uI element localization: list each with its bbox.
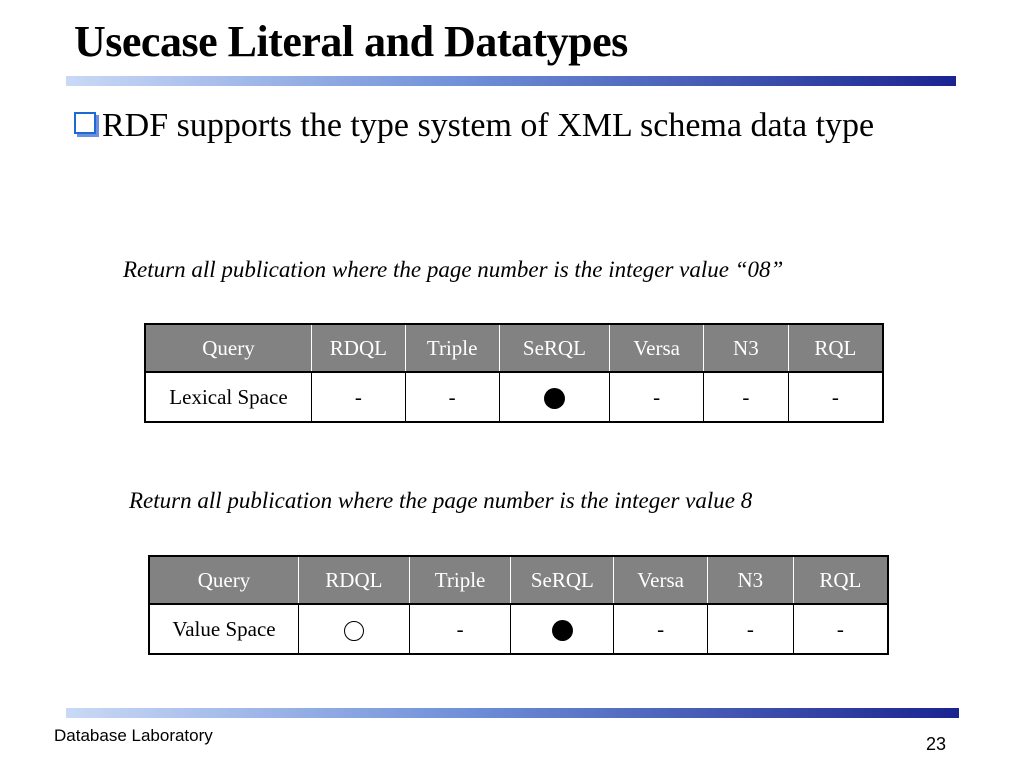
cell-versa: - [609, 371, 705, 423]
filled-circle-icon [543, 388, 565, 410]
header-rql: RQL [787, 323, 883, 373]
page-number: 23 [925, 734, 946, 754]
table-row: Lexical Space - - - - - [144, 371, 884, 423]
footer-bar [66, 708, 959, 718]
title-underline-bar [66, 76, 956, 86]
header-query: Query [145, 323, 312, 373]
slide-title: Usecase Literal and Datatypes [74, 17, 628, 66]
row-label: Lexical Space [144, 371, 312, 423]
cell-rql: - [787, 371, 884, 423]
table-row: Value Space - - - - [148, 603, 889, 655]
header-serql: SeRQL [510, 555, 615, 605]
cell-triple: - [404, 371, 500, 423]
filled-circle-icon [551, 620, 573, 642]
table-1-caption: Return all publication where the page nu… [123, 257, 784, 282]
cell-rql: - [792, 603, 889, 655]
cell-rdql [298, 603, 410, 655]
table-header-row: Query RDQL Triple SeRQL Versa N3 RQL [149, 555, 888, 605]
bullet-text: RDF supports the type system of XML sche… [102, 107, 875, 144]
header-serql: SeRQL [498, 323, 611, 373]
header-rql: RQL [792, 555, 888, 605]
header-versa: Versa [609, 323, 705, 373]
cell-rdql: - [310, 371, 406, 423]
header-versa: Versa [613, 555, 708, 605]
header-rdql: RDQL [298, 555, 410, 605]
footer-lab-name: Database Laboratory [54, 726, 213, 745]
bullet-point: RDF supports the type system of XML sche… [74, 98, 954, 154]
row-label: Value Space [148, 603, 299, 655]
header-n3: N3 [703, 323, 789, 373]
cell-n3: - [703, 371, 789, 423]
table-header-row: Query RDQL Triple SeRQL Versa N3 RQL [145, 323, 883, 373]
cell-serql [510, 603, 615, 655]
cell-triple: - [408, 603, 512, 655]
cell-serql [498, 371, 611, 423]
hollow-circle-icon [343, 620, 364, 641]
header-n3: N3 [707, 555, 794, 605]
lexical-space-table: Query RDQL Triple SeRQL Versa N3 RQL Lex… [144, 323, 884, 423]
cell-n3: - [707, 603, 794, 655]
header-rdql: RDQL [310, 323, 406, 373]
header-triple: Triple [408, 555, 512, 605]
value-space-table: Query RDQL Triple SeRQL Versa N3 RQL Val… [148, 555, 889, 655]
checkbox-bullet-icon [74, 112, 96, 134]
header-triple: Triple [404, 323, 500, 373]
cell-versa: - [613, 603, 708, 655]
header-query: Query [149, 555, 299, 605]
table-2-caption: Return all publication where the page nu… [129, 488, 753, 513]
